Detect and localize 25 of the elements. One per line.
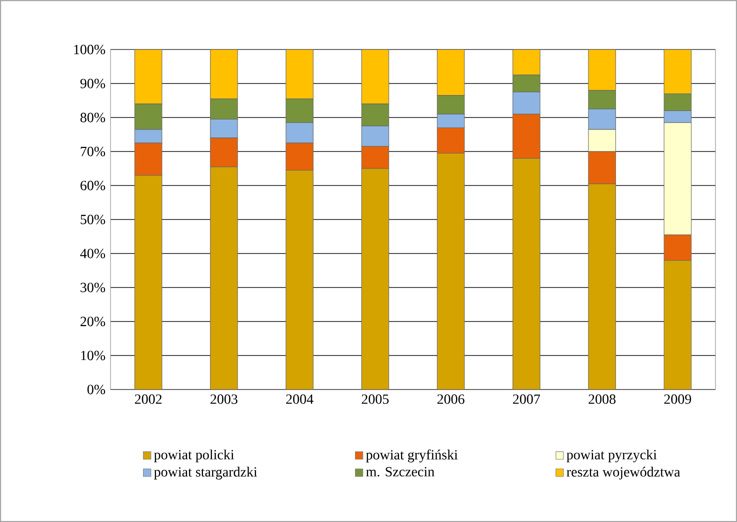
legend-label: powiat stargardzki bbox=[154, 466, 258, 480]
y-tick-label: 80% bbox=[80, 112, 106, 122]
y-tick-label: 90% bbox=[80, 78, 106, 88]
y-tick-label: 30% bbox=[80, 282, 106, 292]
legend-label: reszta województwa bbox=[566, 466, 680, 480]
x-tick-label: 2004 bbox=[286, 394, 314, 404]
legend-label: powiat policki bbox=[154, 450, 234, 462]
x-tick-label: 2002 bbox=[134, 394, 162, 404]
y-tick-label: 50% bbox=[80, 214, 106, 224]
x-tick-label: 2009 bbox=[664, 394, 692, 404]
x-tick-label: 2007 bbox=[513, 394, 540, 404]
x-tick-label: 2003 bbox=[210, 394, 238, 404]
x-tick-label: 2006 bbox=[437, 394, 464, 404]
x-tick-label: 2008 bbox=[588, 394, 616, 404]
y-tick-label: 70% bbox=[80, 146, 106, 156]
y-tick-label: 20% bbox=[80, 316, 106, 326]
y-tick-label: 10% bbox=[81, 350, 106, 360]
x-tick-label: 2005 bbox=[362, 394, 389, 404]
legend-label: powiat pyrzycki bbox=[566, 450, 657, 462]
legend-label: powiat gryfiński bbox=[366, 450, 458, 462]
y-tick-label: 0% bbox=[87, 384, 106, 394]
y-tick-label: 60% bbox=[80, 180, 106, 190]
legend-label: m. Szczecin bbox=[366, 467, 434, 476]
y-tick-label: 40% bbox=[80, 248, 106, 258]
y-tick-label: 100% bbox=[74, 44, 106, 54]
